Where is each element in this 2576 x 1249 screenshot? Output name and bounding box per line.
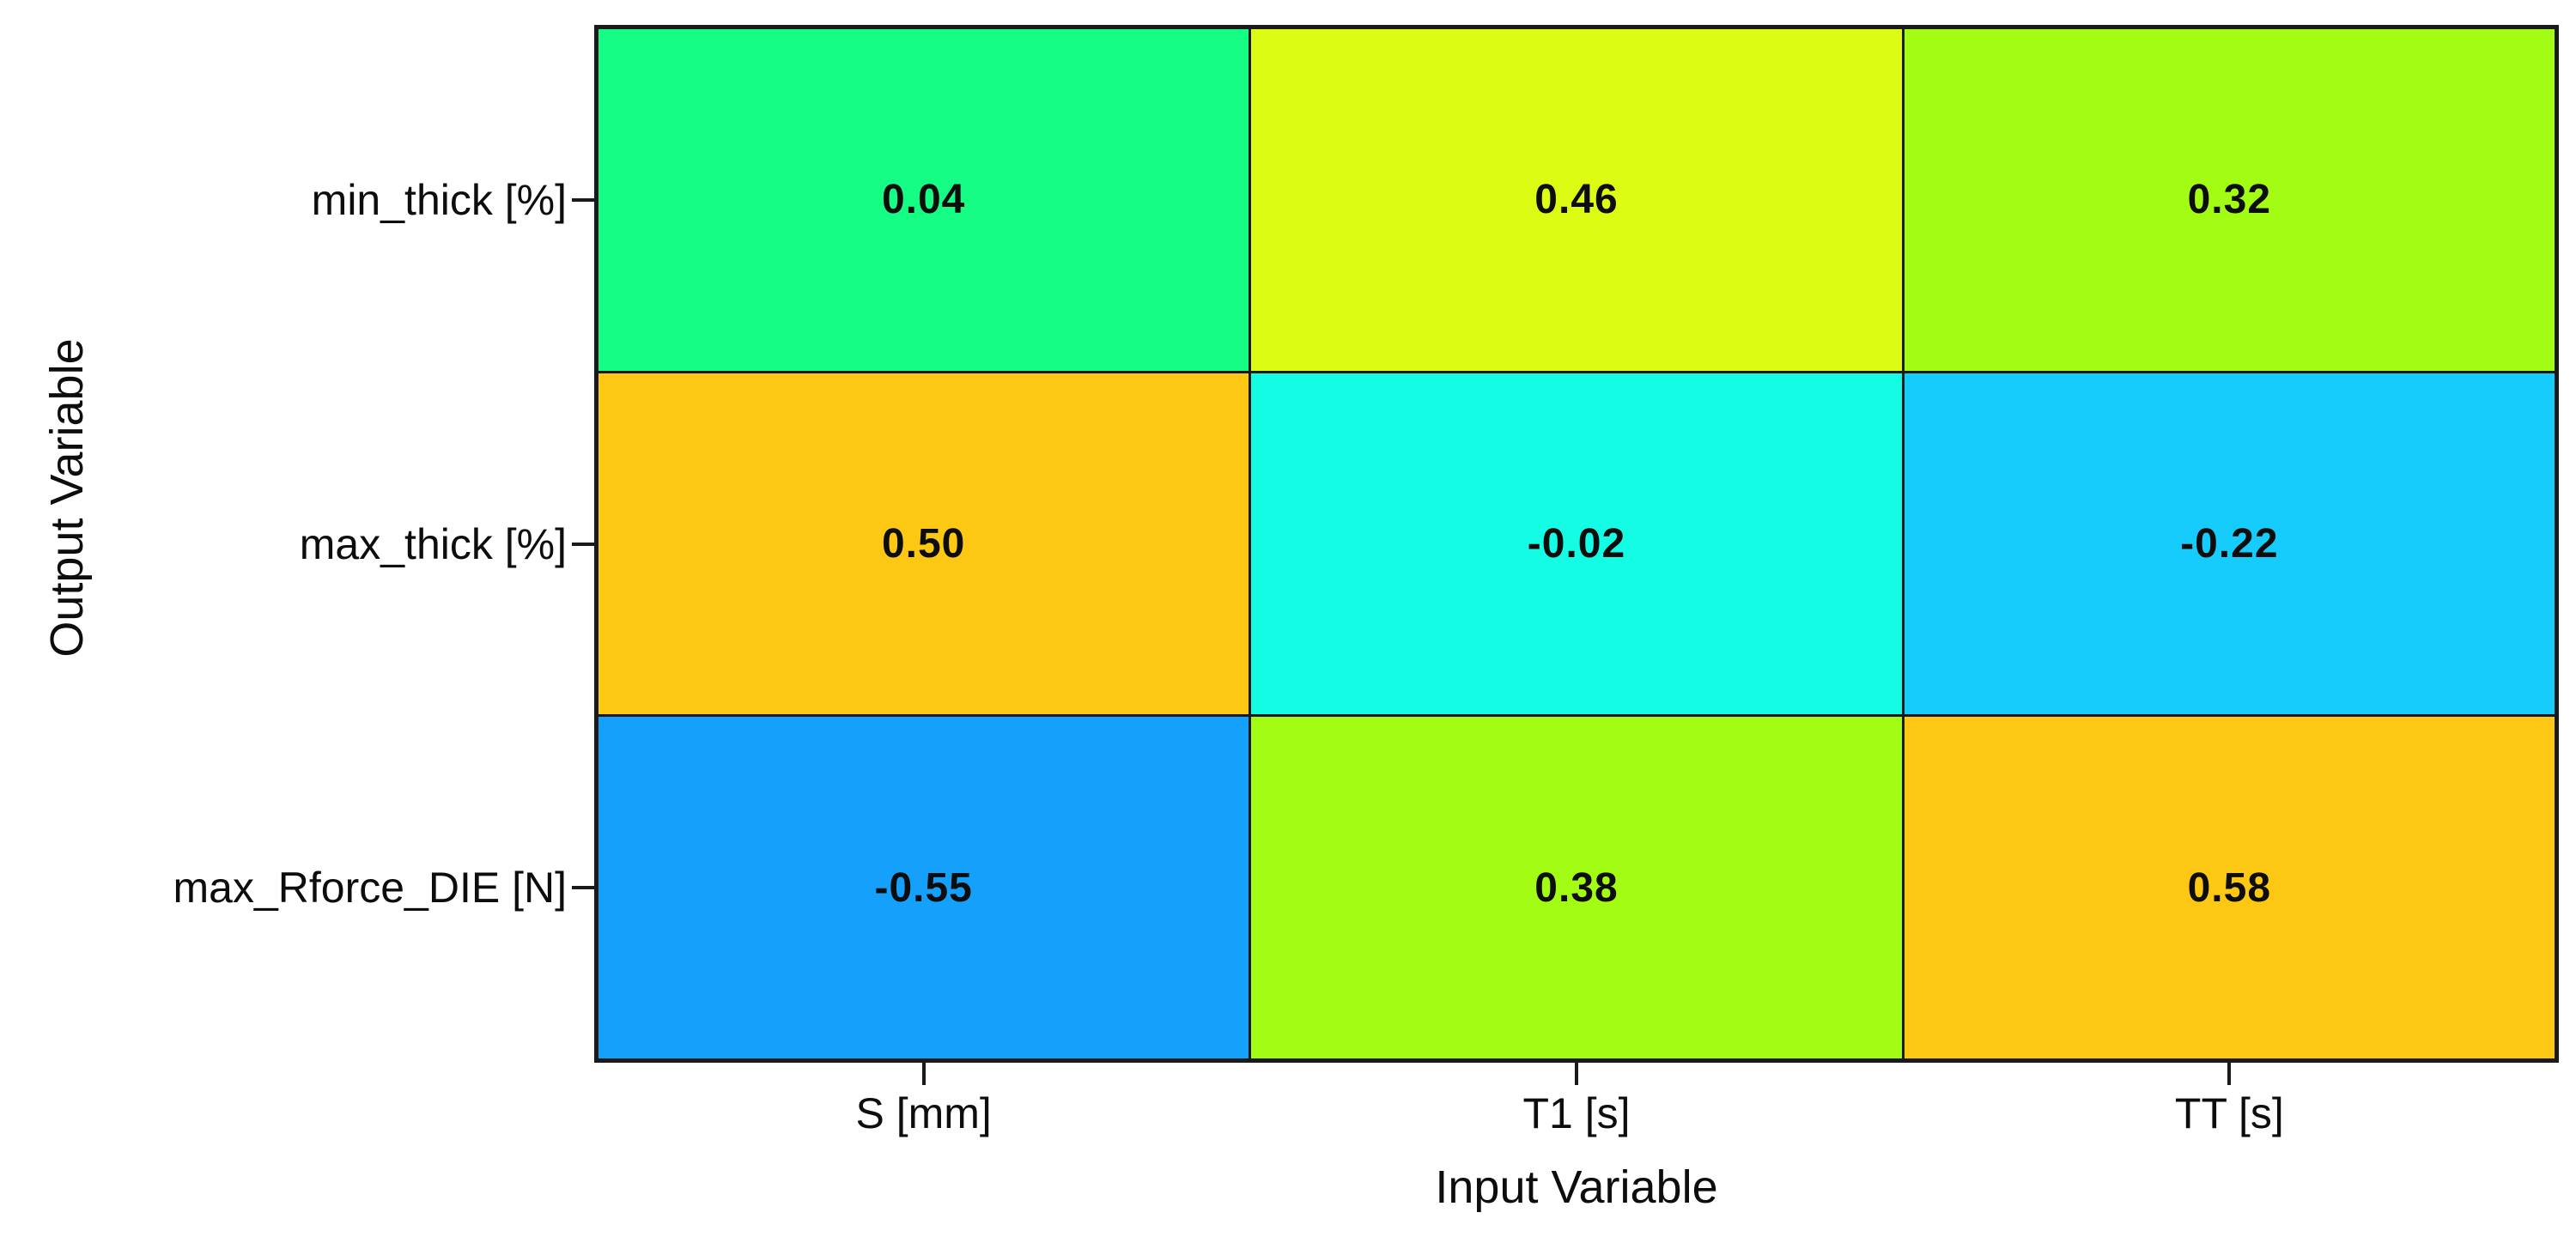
- x-axis-title: Input Variable: [1435, 1161, 1718, 1213]
- x-tick-mark-1: [1575, 1063, 1578, 1085]
- heatmap-cell-r2-c1: 0.38: [1251, 717, 1902, 1058]
- heatmap-cell-r1-c1: -0.02: [1251, 373, 1902, 715]
- heatmap-cell-r1-c2: -0.22: [1904, 373, 2555, 715]
- x-tick-label-0: S [mm]: [855, 1089, 992, 1137]
- heatmap-cell-r2-c0: -0.55: [598, 717, 1249, 1058]
- x-tick-mark-0: [921, 1063, 926, 1085]
- heatmap-cell-r0-c1: 0.46: [1251, 29, 1902, 371]
- y-tick-mark-1: [572, 542, 594, 546]
- heatmap-cell-r1-c0: 0.50: [598, 373, 1249, 715]
- heatmap-plot-area: 0.04 0.46 0.32 0.50 -0.02 -0.22 -0.55 0.38 0.58: [594, 25, 2559, 1063]
- x-tick-label-1: T1 [s]: [1522, 1089, 1631, 1137]
- cell-value: -0.02: [1527, 520, 1626, 567]
- y-tick-label-2: max_Rforce_DIE [N]: [173, 864, 567, 912]
- y-tick-mark-0: [572, 197, 594, 202]
- cell-value: 0.50: [881, 520, 966, 567]
- heatmap-cell-r0-c0: 0.04: [598, 29, 1249, 371]
- y-axis-title: Output Variable: [41, 338, 93, 658]
- cell-value: 0.04: [881, 177, 966, 223]
- heatmap-cell-r0-c2: 0.32: [1904, 29, 2555, 371]
- heatmap-cell-r2-c2: 0.58: [1904, 717, 2555, 1058]
- x-tick-mark-2: [2227, 1063, 2232, 1085]
- cell-value: -0.22: [2180, 520, 2279, 567]
- y-tick-mark-2: [572, 886, 594, 890]
- cell-value: 0.32: [2187, 177, 2272, 223]
- cell-value: 0.38: [1534, 864, 1619, 911]
- cell-value: 0.46: [1534, 177, 1619, 223]
- y-tick-label-1: max_thick [%]: [299, 519, 567, 568]
- x-tick-label-2: TT [s]: [2174, 1089, 2284, 1137]
- y-tick-label-0: min_thick [%]: [311, 175, 567, 224]
- cell-value: -0.55: [874, 864, 973, 911]
- cell-value: 0.58: [2187, 864, 2272, 911]
